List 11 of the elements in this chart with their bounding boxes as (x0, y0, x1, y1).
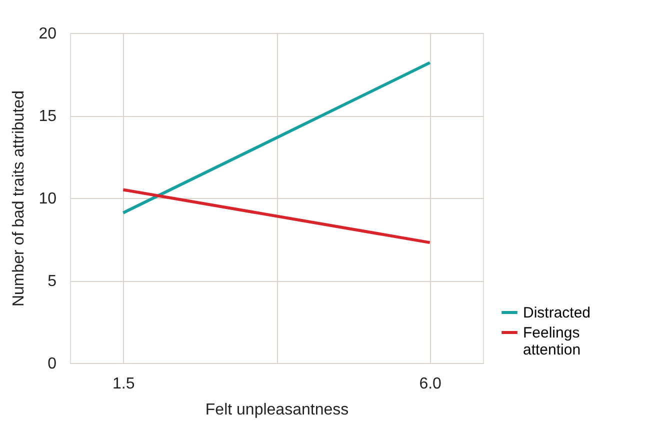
x-tick-label: 1.5 (112, 376, 135, 392)
legend-label: Distracted (523, 304, 591, 322)
y-tick-label: 0 (48, 356, 57, 372)
y-tick-label: 10 (38, 190, 57, 208)
legend-label: Feelings attention (523, 324, 581, 358)
y-tick-label: 20 (38, 26, 57, 42)
x-tick-label: 6.0 (419, 376, 442, 392)
x-axis-title: Felt unpleasantness (205, 402, 349, 418)
y-tick-label: 15 (38, 108, 57, 125)
y-axis-title: Number of bad traits attributed (10, 90, 28, 307)
y-tick-label: 5 (48, 273, 57, 290)
